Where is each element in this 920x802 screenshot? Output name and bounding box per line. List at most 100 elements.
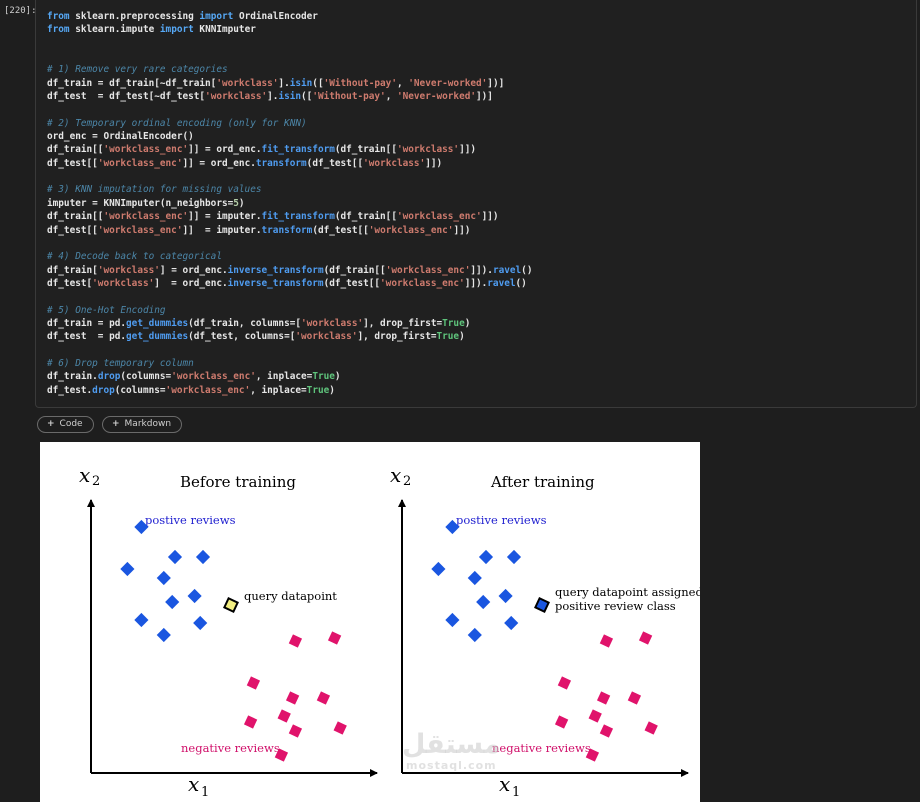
- code-token: 'workclass': [396, 144, 460, 156]
- code-token: (df_test, columns=[: [188, 331, 296, 343]
- code-token: , inplace=: [250, 384, 307, 396]
- code-line: df_train[['workclass_enc']] = imputer.fi…: [47, 210, 532, 223]
- code-token: df_train[[: [47, 144, 104, 156]
- execution-count: [220]:: [4, 6, 37, 16]
- code-token: True: [312, 371, 335, 383]
- positive-point: [445, 519, 460, 535]
- x-axis-label: x: [188, 772, 199, 796]
- code-line: [47, 290, 532, 303]
- code-token: fit_transform: [261, 144, 335, 156]
- query-point: [534, 597, 550, 613]
- code-token: , inplace=: [255, 371, 313, 383]
- y-axis-label-subscript: 2: [403, 474, 411, 489]
- negative-point: [277, 709, 291, 723]
- code-line: # 5) One-Hot Encoding: [47, 304, 532, 317]
- code-token: # 4) Decode back to categorical: [47, 251, 222, 263]
- code-line: df_train.drop(columns='workclass_enc', i…: [47, 370, 532, 383]
- negative-point: [333, 721, 347, 735]
- code-line: # 4) Decode back to categorical: [47, 250, 532, 263]
- code-line: [47, 344, 532, 357]
- code-line: # 2) Temporary ordinal encoding (only fo…: [47, 117, 532, 130]
- positive-point: [431, 561, 446, 577]
- code-token: 'Without-pay': [323, 77, 397, 89]
- code-token: 'workclass_enc': [171, 371, 256, 383]
- code-line: df_test = pd.get_dummies(df_test, column…: [47, 330, 532, 343]
- code-token: ([: [312, 77, 324, 89]
- code-line: # 6) Drop temporary column: [47, 357, 532, 370]
- negative-point: [627, 691, 642, 705]
- code-token: df_train[: [47, 264, 98, 276]
- negative-point: [316, 691, 331, 705]
- code-line: df_test = df_test[~df_test['workclass'].…: [47, 90, 532, 103]
- code-token: ].: [267, 91, 279, 103]
- code-token: transform: [255, 157, 307, 169]
- code-token: 'Never-worked': [408, 77, 488, 89]
- positive-point: [467, 570, 482, 586]
- code-token: drop: [97, 371, 121, 383]
- code-token: ], drop_first=: [363, 317, 443, 329]
- code-token: 5: [233, 197, 239, 209]
- negative-point: [557, 676, 572, 690]
- code-token: ]] = ord_enc.: [182, 157, 256, 169]
- code-token: OrdinalEncoder: [238, 11, 318, 22]
- code-token: isin: [278, 91, 302, 103]
- add-markdown-label: Markdown: [124, 419, 172, 429]
- negative-point: [599, 634, 614, 648]
- code-cell[interactable]: from sklearn.preprocessing import Ordina…: [35, 0, 917, 408]
- negative-point: [274, 748, 289, 762]
- code-line: [47, 170, 532, 183]
- negative-point: [288, 634, 303, 648]
- code-token: df_test[[: [47, 157, 98, 169]
- x-axis-label-subscript: 1: [512, 785, 520, 800]
- code-token: isin: [289, 77, 313, 89]
- negative-point: [599, 724, 614, 738]
- positive-point: [193, 615, 208, 631]
- code-token: # 6) Drop temporary column: [47, 357, 194, 369]
- code-token: ): [329, 384, 335, 396]
- negative-point: [588, 709, 602, 723]
- code-token: df_train[[: [47, 211, 104, 223]
- add-markdown-cell-button[interactable]: + Markdown: [102, 416, 183, 433]
- code-token: 'workclass': [97, 264, 160, 276]
- add-code-cell-button[interactable]: + Code: [37, 416, 94, 433]
- query-point: [223, 597, 239, 613]
- code-token: True: [306, 384, 330, 396]
- code-token: True: [436, 331, 460, 343]
- code-token: ] = ord_enc.: [159, 264, 228, 276]
- code-token: fit_transform: [261, 211, 335, 223]
- code-editor[interactable]: from sklearn.preprocessing import Ordina…: [47, 10, 532, 397]
- code-token: inverse_transform: [227, 264, 324, 276]
- code-token: 'Never-worked': [396, 91, 477, 103]
- code-token: 'workclass_enc': [380, 277, 465, 289]
- positive-point: [120, 561, 135, 577]
- code-token: # 3) KNN imputation for missing values: [47, 184, 262, 196]
- x-axis-label-subscript: 1: [201, 785, 209, 800]
- code-token: 'workclass_enc': [396, 211, 482, 223]
- x-axis-label: x: [499, 772, 510, 796]
- negative-point: [596, 691, 611, 705]
- code-token: (columns=: [120, 371, 172, 383]
- code-token: 'workclass': [363, 157, 426, 169]
- code-line: df_test.drop(columns='workclass_enc', in…: [47, 384, 532, 397]
- code-token: ]]): [481, 211, 499, 223]
- code-token: ])]: [476, 91, 493, 103]
- code-line: df_test[['workclass_enc']] = ord_enc.tra…: [47, 157, 532, 170]
- code-token: df_train.: [47, 371, 98, 383]
- code-token: import: [159, 24, 200, 36]
- code-token: (df_test[[: [306, 157, 364, 169]
- negative-point: [638, 631, 653, 645]
- negative-point: [644, 721, 658, 735]
- negative-class-label: negative reviews: [181, 741, 280, 755]
- code-token: ]]).: [464, 277, 488, 289]
- positive-point: [478, 549, 494, 565]
- code-token: from: [47, 24, 76, 36]
- code-token: ]] = imputer.: [182, 224, 262, 236]
- code-token: ].: [278, 77, 290, 89]
- positive-point: [134, 519, 149, 535]
- negative-point: [288, 724, 303, 738]
- code-token: (df_train[[: [334, 144, 397, 156]
- code-line: [47, 103, 532, 116]
- code-token: from: [47, 11, 76, 22]
- positive-point: [134, 612, 149, 628]
- y-axis-label: x: [390, 463, 401, 487]
